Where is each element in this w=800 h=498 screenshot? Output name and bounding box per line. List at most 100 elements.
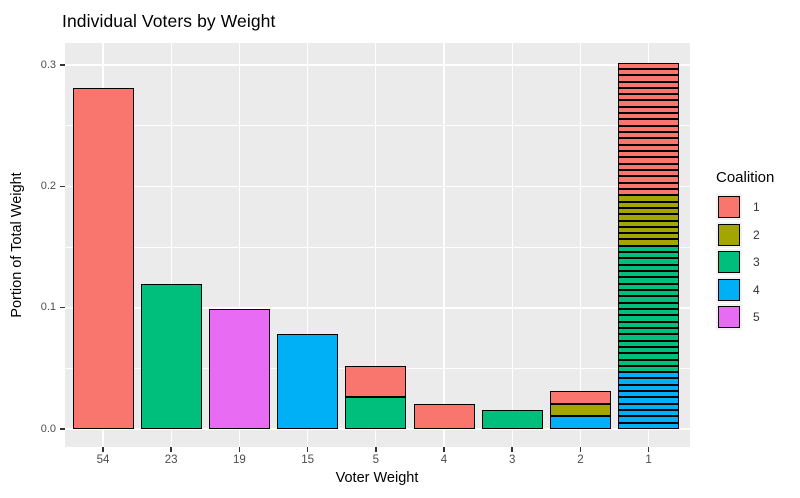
legend-entry-2: 2	[716, 221, 774, 248]
bar-1-voter-segment	[618, 302, 680, 309]
x-tick-label: 3	[508, 454, 516, 466]
legend-key	[716, 221, 742, 248]
x-tick-mark	[511, 447, 513, 452]
minor-gridline	[65, 246, 690, 248]
bar-1-voter-segment	[618, 271, 680, 278]
bar-1-voter-segment	[618, 334, 680, 341]
x-tick-mark	[170, 447, 172, 452]
x-tick-mark	[102, 447, 104, 452]
legend: Coalition 1 2 3 4 5	[716, 169, 774, 332]
vertical-gridline	[579, 43, 582, 447]
bar-1-voter-segment	[618, 372, 680, 379]
bar-1-voter-segment	[618, 100, 680, 107]
chart-title: Individual Voters by Weight	[62, 11, 276, 31]
x-tick-label: 2	[577, 454, 584, 466]
bar-2-voter-segment	[549, 391, 611, 404]
y-tick-label: 0.0	[40, 422, 56, 435]
x-tick-mark	[443, 447, 445, 452]
x-tick-label: 4	[440, 454, 448, 466]
bar-1-voter-segment	[618, 214, 680, 221]
bar-1-voter-segment	[618, 422, 680, 429]
legend-entry-label: 2	[753, 227, 760, 242]
bar-1-voter-segment	[618, 353, 680, 360]
bar-1-voter-segment	[618, 264, 680, 272]
legend-entry-4: 4	[716, 276, 774, 303]
x-tick-label: 15	[301, 454, 314, 466]
bar-1-voter-segment	[618, 81, 680, 88]
bar-1-voter-segment	[618, 296, 680, 303]
bar-1-voter-segment	[618, 340, 680, 347]
bar-1-voter-segment	[618, 188, 680, 196]
bar-4-voter-segment	[413, 403, 475, 429]
vertical-gridline	[443, 43, 445, 447]
y-tick-label: 0.2	[40, 179, 56, 192]
bar-1-voter-segment	[618, 138, 680, 145]
bar-1-voter-segment	[618, 321, 680, 328]
y-axis-title: Portion of Total Weight	[9, 172, 25, 318]
bar-1-voter-segment	[618, 132, 680, 139]
legend-entry-label: 5	[753, 310, 760, 324]
legend-entry-label: 4	[753, 282, 760, 297]
plot-panel	[65, 43, 690, 447]
major-gridline	[65, 428, 690, 430]
y-tick-label: 0.3	[40, 58, 56, 71]
bar-1-voter-segment	[618, 62, 680, 69]
x-tick-mark	[579, 447, 582, 452]
x-tick-label: 5	[372, 454, 379, 466]
bar-1-voter-segment	[618, 144, 680, 152]
legend-swatch-coalition-1	[718, 196, 740, 218]
x-tick-label: 23	[164, 454, 178, 466]
bar-1-voter-segment	[618, 346, 680, 354]
legend-key	[716, 304, 742, 330]
bar-23-voter-segment	[140, 283, 202, 429]
bar-1-voter-segment	[618, 151, 680, 158]
bar-1-voter-segment	[618, 365, 680, 373]
bar-1-voter-segment	[618, 410, 680, 417]
major-gridline	[65, 185, 690, 188]
major-gridline	[65, 64, 690, 66]
vertical-gridline	[238, 43, 241, 447]
bar-1-voter-segment	[618, 75, 680, 82]
bar-1-voter-segment	[618, 125, 680, 133]
bar-1-voter-segment	[618, 106, 680, 114]
bar-1-voter-segment	[618, 252, 680, 259]
x-tick-mark	[306, 447, 309, 452]
y-tick-mark	[60, 185, 65, 188]
bar-1-voter-segment	[618, 290, 680, 297]
bar-1-voter-segment	[618, 201, 680, 208]
legend-key	[716, 276, 742, 303]
legend-title: Coalition	[716, 169, 775, 186]
y-tick-mark	[60, 64, 65, 66]
bar-1-voter-segment	[618, 397, 680, 404]
bar-1-voter-segment	[618, 416, 680, 423]
bar-19-voter-segment	[208, 308, 270, 429]
legend-key	[716, 194, 742, 220]
bar-1-voter-segment	[618, 403, 680, 411]
legend-swatch-coalition-3	[718, 251, 740, 273]
bar-1-voter-segment	[618, 113, 680, 120]
x-tick-label: 19	[232, 454, 246, 466]
bar-2-voter-segment	[549, 403, 611, 417]
bar-1-voter-segment	[618, 258, 680, 265]
x-tick-mark	[238, 447, 241, 452]
bar-1-voter-segment	[618, 163, 680, 170]
minor-gridline	[65, 125, 690, 127]
major-gridline	[65, 306, 690, 309]
bar-1-voter-segment	[618, 327, 680, 335]
bar-54-voter-segment	[72, 87, 134, 429]
x-axis-title: Voter Weight	[335, 470, 419, 486]
bar-1-voter-segment	[618, 277, 680, 284]
legend-key	[716, 249, 742, 275]
bar-3-voter-segment	[481, 410, 543, 429]
legend-entry-label: 3	[753, 255, 760, 269]
bar-1-voter-segment	[618, 391, 680, 398]
x-tick-mark	[647, 447, 650, 452]
bar-1-voter-segment	[618, 359, 680, 366]
bar-1-voter-segment	[618, 315, 680, 322]
x-tick-label: 54	[96, 454, 110, 466]
bar-1-voter-segment	[618, 94, 680, 101]
bar-1-voter-segment	[618, 378, 680, 385]
bar-1-voter-segment	[618, 176, 680, 183]
legend-swatch-coalition-2	[718, 223, 740, 246]
